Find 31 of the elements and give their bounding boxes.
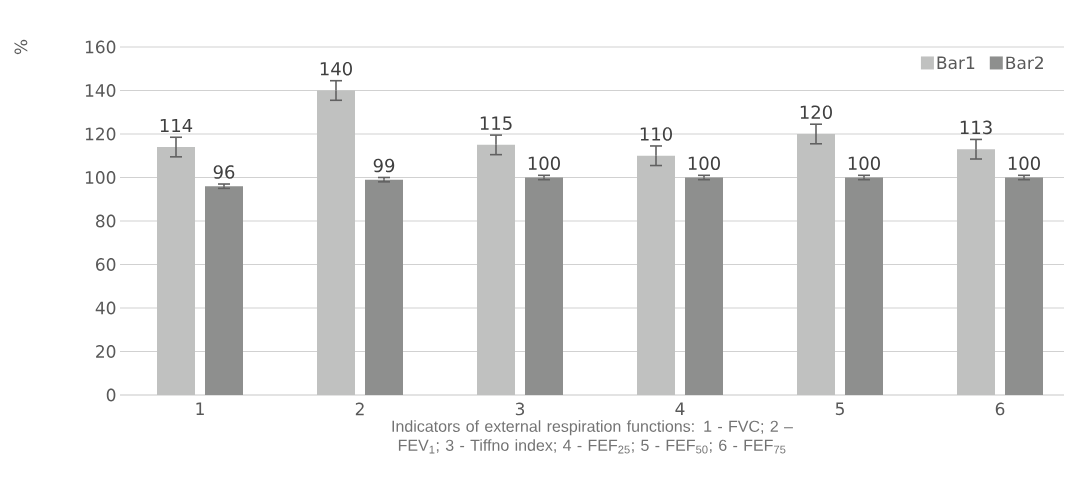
data-label: 100 <box>1008 156 1040 171</box>
y-tick-label: 40 <box>95 301 116 315</box>
data-label: 100 <box>528 156 560 171</box>
y-tick-label: 80 <box>96 214 116 228</box>
text: Indicators of external respiration functions: 1 - FVC; 2 – FEV$_{1}$; 3 - Tiffno index; 4 - FEF$_{25}$; 5 - FEF$_{50}$; 6 - FEF$_{75}$ <box>392 420 793 454</box>
data-label: 110 <box>640 127 672 141</box>
y-axis-title: % <box>14 39 28 55</box>
data-label: 100 <box>688 156 720 171</box>
data-label: 115 <box>480 116 512 130</box>
legend-label: Bar2 <box>1006 56 1043 70</box>
data-label: 120 <box>800 105 832 119</box>
data-label: 96 <box>213 165 235 179</box>
y-tick-label: 0 <box>106 388 116 402</box>
data-label: 140 <box>320 61 352 76</box>
x-tick-label: 4 <box>675 402 685 415</box>
y-tick-label: 140 <box>85 84 116 97</box>
data-label: 100 <box>848 156 880 171</box>
legend-label: Bar1 <box>937 56 975 70</box>
y-tick-label: 120 <box>85 127 116 141</box>
x-tick-label: 2 <box>355 402 364 416</box>
y-tick-label: 160 <box>85 40 116 54</box>
y-tick-label: 20 <box>96 345 116 358</box>
data-label: 114 <box>160 118 193 133</box>
x-tick-label: 6 <box>995 402 1005 416</box>
data-label: 99 <box>373 158 395 173</box>
y-tick-label: 60 <box>96 258 116 271</box>
x-tick-label: 3 <box>515 402 525 416</box>
data-label: 113 <box>960 120 992 135</box>
x-tick-label: 5 <box>835 402 844 416</box>
x-tick-label: 1 <box>196 402 204 415</box>
y-tick-label: 100 <box>85 171 116 184</box>
